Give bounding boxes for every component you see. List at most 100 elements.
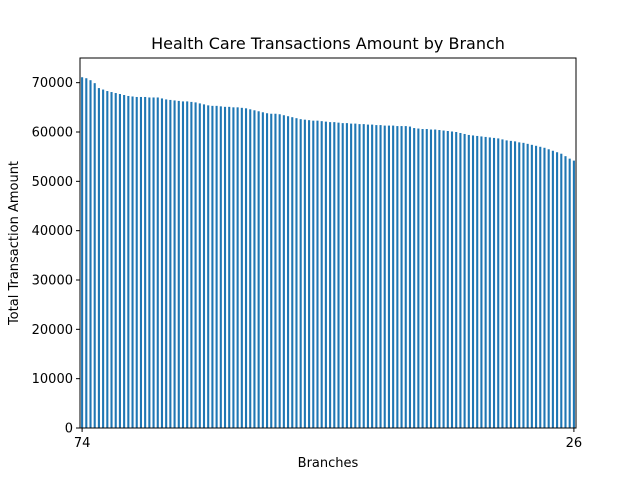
bar (396, 126, 399, 428)
bar (135, 96, 138, 428)
bar (350, 123, 353, 429)
bar (169, 99, 172, 429)
bar (345, 123, 348, 429)
bar (89, 80, 92, 428)
bar (190, 101, 193, 428)
bar (93, 83, 96, 428)
bar (244, 108, 248, 428)
bar (509, 140, 512, 428)
bar (446, 131, 449, 428)
bar (526, 143, 529, 428)
bar (85, 78, 88, 428)
bar (362, 124, 365, 429)
bar (459, 132, 462, 429)
bar (551, 150, 554, 428)
bar (156, 97, 159, 428)
bar (236, 107, 239, 428)
y-tick-label: 30000 (32, 274, 73, 289)
bar (194, 102, 197, 429)
bar (392, 125, 395, 428)
bar (148, 97, 151, 428)
bar (413, 128, 416, 429)
bar (127, 95, 130, 429)
bar (522, 142, 525, 428)
bar (564, 156, 567, 429)
bar (308, 120, 311, 428)
chart-title: Health Care Transactions Amount by Branc… (151, 34, 505, 53)
bar (543, 147, 546, 429)
bar (425, 129, 428, 429)
x-axis: 74 26 (74, 428, 582, 451)
bar (547, 149, 550, 428)
bar (102, 89, 105, 428)
bar (249, 109, 252, 428)
bar (215, 105, 218, 428)
y-tick-label: 60000 (32, 126, 73, 141)
x-axis-label: Branches (298, 456, 359, 471)
bar (266, 113, 269, 428)
bar (530, 144, 533, 428)
bar (333, 122, 336, 428)
bar (455, 132, 458, 428)
bar (535, 145, 538, 428)
bar (404, 126, 407, 428)
y-tick-label: 10000 (32, 372, 73, 387)
bar (518, 142, 521, 429)
bar (299, 119, 302, 429)
bar (320, 121, 323, 429)
bar (560, 153, 563, 428)
bar (186, 101, 189, 428)
bar (488, 137, 491, 428)
bar (219, 106, 222, 428)
bar (442, 130, 445, 428)
bar (463, 133, 466, 428)
bar (505, 140, 508, 428)
y-tick-label: 40000 (32, 224, 73, 239)
bar (165, 99, 168, 428)
y-tick-label: 50000 (32, 175, 73, 190)
bar (123, 95, 126, 428)
y-tick-label: 0 (65, 422, 73, 437)
bar (568, 158, 571, 428)
bar (181, 101, 185, 428)
bar (278, 114, 281, 429)
bar (240, 107, 243, 428)
bar (480, 136, 483, 428)
bar (556, 152, 559, 429)
bar (207, 105, 210, 429)
bar (379, 125, 382, 428)
bar (514, 141, 517, 428)
bar (114, 93, 117, 428)
bar (337, 122, 340, 428)
bar (81, 77, 84, 429)
bar (152, 97, 155, 428)
bar (387, 125, 390, 428)
bar (341, 123, 344, 429)
bar (144, 96, 147, 428)
bar (501, 139, 504, 428)
bar (354, 123, 357, 429)
bar (228, 106, 231, 428)
bar (476, 135, 479, 428)
bar (375, 125, 378, 428)
bar (274, 113, 277, 428)
bar (173, 100, 176, 429)
y-tick-label: 20000 (32, 323, 73, 338)
bar (110, 92, 113, 428)
bars-group (81, 77, 575, 429)
bar (417, 128, 420, 429)
bar (429, 129, 433, 428)
x-tick-label: 74 (74, 436, 91, 451)
bar (366, 124, 369, 428)
bar (497, 138, 500, 428)
bar (232, 107, 235, 428)
bar (312, 120, 315, 429)
bar (291, 117, 294, 428)
bar (329, 122, 332, 428)
bar (287, 116, 290, 429)
bar (471, 135, 475, 428)
bar (539, 146, 542, 429)
bar (450, 131, 454, 428)
y-axis-label: Total Transaction Amount (7, 161, 22, 326)
